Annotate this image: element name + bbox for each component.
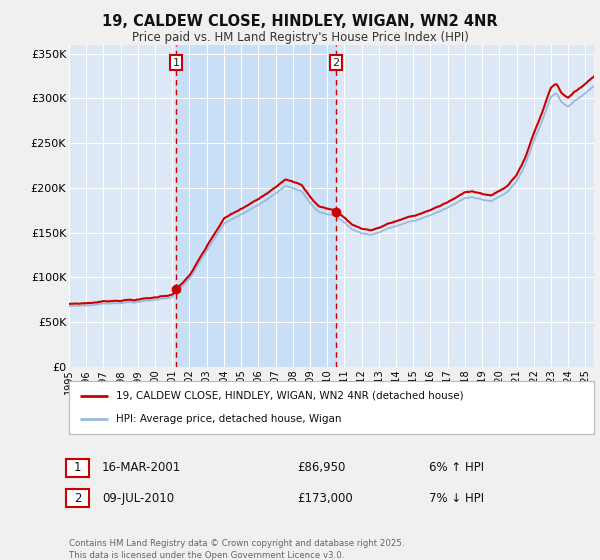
Text: Price paid vs. HM Land Registry's House Price Index (HPI): Price paid vs. HM Land Registry's House … — [131, 31, 469, 44]
Text: Contains HM Land Registry data © Crown copyright and database right 2025.
This d: Contains HM Land Registry data © Crown c… — [69, 539, 404, 559]
Text: 1: 1 — [74, 461, 81, 474]
Text: £173,000: £173,000 — [297, 492, 353, 505]
Text: 19, CALDEW CLOSE, HINDLEY, WIGAN, WN2 4NR: 19, CALDEW CLOSE, HINDLEY, WIGAN, WN2 4N… — [102, 14, 498, 29]
Text: HPI: Average price, detached house, Wigan: HPI: Average price, detached house, Wiga… — [116, 414, 342, 424]
Text: 1: 1 — [172, 58, 179, 68]
Text: 2: 2 — [332, 58, 340, 68]
Text: £86,950: £86,950 — [297, 461, 346, 474]
Text: 6% ↑ HPI: 6% ↑ HPI — [429, 461, 484, 474]
Bar — [176, 45, 336, 367]
Text: 7% ↓ HPI: 7% ↓ HPI — [429, 492, 484, 505]
Text: 19, CALDEW CLOSE, HINDLEY, WIGAN, WN2 4NR (detached house): 19, CALDEW CLOSE, HINDLEY, WIGAN, WN2 4N… — [116, 391, 464, 401]
Text: 09-JUL-2010: 09-JUL-2010 — [102, 492, 174, 505]
Text: 2: 2 — [74, 492, 81, 505]
Text: 16-MAR-2001: 16-MAR-2001 — [102, 461, 181, 474]
